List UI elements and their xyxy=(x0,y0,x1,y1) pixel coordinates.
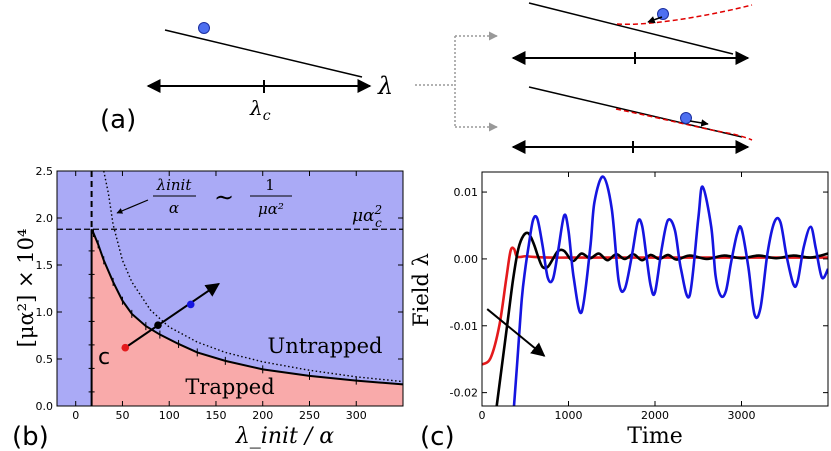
panel-b: 0 50 100 150 200 250 300 0.0 0.5 1.0 1.5 2.0 2.5 λ_in… xyxy=(12,165,404,451)
y-tick-label: 2.5 xyxy=(36,165,54,178)
series-black xyxy=(495,231,828,406)
untrapped-label: Untrapped xyxy=(268,334,383,358)
x-tick-label: 1000 xyxy=(555,409,583,422)
panel-c: 0 1000 2000 3000 -0.02 -0.01 0.00 0.01 Time Field… xyxy=(409,171,829,451)
panel-a: λ λc (a) xyxy=(100,2,753,154)
panel-b-frame xyxy=(56,170,404,407)
x-tick-label: 100 xyxy=(159,409,180,422)
scenario-untrapped xyxy=(511,2,753,65)
x-tick-label: 200 xyxy=(252,409,273,422)
c-label: c xyxy=(98,345,110,370)
y-tick-label: 1.5 xyxy=(36,259,54,272)
y-tick-label: -0.01 xyxy=(450,320,478,333)
point-black xyxy=(154,321,162,329)
y-tick-label: 2.0 xyxy=(36,212,54,225)
incline-line-top xyxy=(528,2,734,55)
x-tick-label: 0 xyxy=(479,409,486,422)
x-axis-label: Time xyxy=(627,424,683,449)
ball-top xyxy=(657,8,669,20)
trapped-label: Trapped xyxy=(185,375,274,399)
y-tick-label: 0.00 xyxy=(454,253,479,266)
lambda-axis-label: λ xyxy=(377,72,393,100)
ball-bottom xyxy=(680,112,692,124)
ball-velocity-top xyxy=(647,16,663,24)
x-tick-label: 300 xyxy=(346,409,367,422)
x-tick-label: 150 xyxy=(205,409,226,422)
scaling-lhs-den: α xyxy=(169,199,179,217)
panel-a-label: (a) xyxy=(100,105,136,135)
incline-line xyxy=(164,29,363,78)
sweep-arrow xyxy=(121,282,220,351)
trend-arrow xyxy=(486,308,546,357)
y-tick-label: 0.01 xyxy=(454,186,479,199)
x-tick-label: 3000 xyxy=(728,409,756,422)
point-red xyxy=(121,343,130,352)
panel-b-label: (b) xyxy=(12,422,49,451)
x-axis-label: λ_init / α xyxy=(235,424,334,449)
y-axis-label: Field λ xyxy=(409,253,433,327)
scaling-rhs-num: 1 xyxy=(265,176,275,194)
series-blue xyxy=(512,175,828,406)
scenario-trapped xyxy=(511,86,753,154)
point-blue xyxy=(186,300,195,309)
potential-curve-bottom xyxy=(615,108,753,141)
y-axis-label: [μα²] × 10⁴ xyxy=(14,229,38,348)
scaling-rel: ∼ xyxy=(214,183,234,211)
critical-mu-label: μα2 c xyxy=(352,203,382,230)
lambda-critical-label: λc xyxy=(249,96,271,124)
scaling-rhs-den: μα² xyxy=(258,200,284,218)
trapped-region xyxy=(91,229,403,406)
ball xyxy=(198,22,210,34)
ball-velocity-bottom xyxy=(689,119,709,127)
potential-curve-top xyxy=(616,4,753,26)
y-tick-label: -0.02 xyxy=(450,387,478,400)
panel-c-label: (c) xyxy=(420,422,455,451)
y-tick-label: 1.0 xyxy=(36,306,54,319)
x-tick-label: 50 xyxy=(115,409,129,422)
y-tick-label: 0.0 xyxy=(36,400,54,413)
scaling-pointer xyxy=(116,199,149,214)
x-tick-label: 2000 xyxy=(641,409,669,422)
y-tick-label: 0.5 xyxy=(36,353,54,366)
x-tick-label: 0 xyxy=(72,409,79,422)
x-tick-label: 250 xyxy=(299,409,320,422)
scaling-lhs-num: λinit xyxy=(156,176,193,194)
